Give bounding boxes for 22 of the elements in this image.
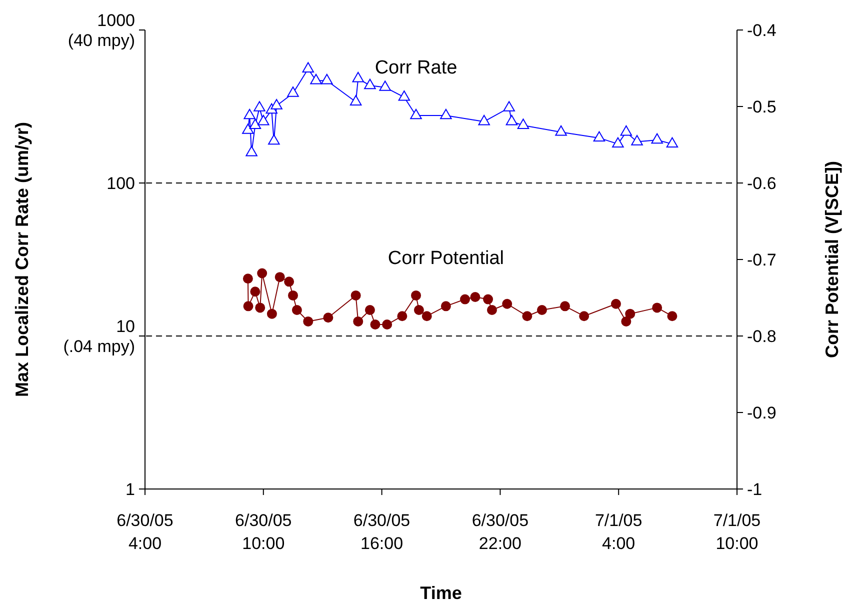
y2-tick-label: -0.8 xyxy=(747,327,776,346)
x-tick-label: 6/30/05 16:00 xyxy=(353,511,410,553)
y2-tick-label: -0.9 xyxy=(747,404,776,422)
y2-tick-label: -0.6 xyxy=(747,174,776,193)
y-tick-label: 1000 (40 mpy) xyxy=(68,11,135,50)
series-label: Corr Potential xyxy=(388,248,504,270)
y-tick-label: 100 xyxy=(106,174,135,193)
y2-tick-label: -0.7 xyxy=(747,250,776,270)
y-tick-label: 1 xyxy=(126,480,135,499)
series-label: Corr Rate xyxy=(374,58,458,79)
y2-tick-label: -1 xyxy=(747,480,762,499)
y2-tick-label: -0.5 xyxy=(747,98,776,116)
y-axis-title: Max Localized Corr Rate (um/yr) xyxy=(12,122,32,398)
y2-axis-title: Corr Potential (V[SCE]) xyxy=(822,160,842,358)
x-axis-title: Time xyxy=(420,583,462,603)
x-tick-label: 6/30/05 4:00 xyxy=(116,511,174,553)
y2-tick-label: -0.4 xyxy=(747,21,776,40)
x-tick-label: 7/1/05 10:00 xyxy=(713,511,761,553)
x-tick-label: 6/30/05 10:00 xyxy=(235,511,292,553)
y-tick-label: 10 (.04 mpy) xyxy=(63,317,135,356)
x-tick-label: 7/1/05 4:00 xyxy=(594,511,642,553)
x-tick-label: 6/30/05 22:00 xyxy=(472,511,529,553)
